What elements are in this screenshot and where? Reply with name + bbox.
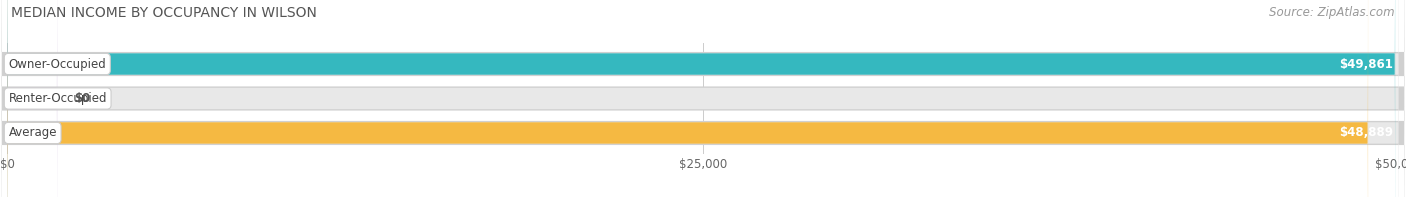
- Text: Source: ZipAtlas.com: Source: ZipAtlas.com: [1270, 6, 1395, 19]
- Text: MEDIAN INCOME BY OCCUPANCY IN WILSON: MEDIAN INCOME BY OCCUPANCY IN WILSON: [11, 6, 318, 20]
- FancyBboxPatch shape: [7, 0, 1395, 197]
- FancyBboxPatch shape: [7, 0, 1399, 197]
- FancyBboxPatch shape: [7, 0, 1368, 197]
- FancyBboxPatch shape: [7, 0, 1399, 197]
- Text: Owner-Occupied: Owner-Occupied: [8, 58, 107, 71]
- Text: $49,861: $49,861: [1340, 58, 1393, 71]
- FancyBboxPatch shape: [7, 0, 1399, 197]
- FancyBboxPatch shape: [7, 0, 58, 197]
- Text: $0: $0: [75, 92, 90, 105]
- Text: $48,889: $48,889: [1340, 126, 1393, 139]
- Text: Renter-Occupied: Renter-Occupied: [8, 92, 107, 105]
- Text: Average: Average: [8, 126, 56, 139]
